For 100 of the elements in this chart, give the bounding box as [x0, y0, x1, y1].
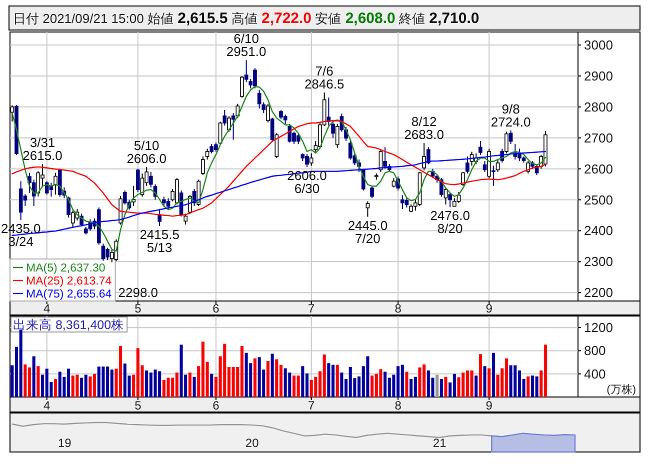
candlestick — [422, 142, 426, 171]
bar — [296, 376, 300, 397]
candlestick — [492, 165, 496, 186]
annotation: 5/10 2606.0 — [126, 138, 166, 166]
x-tick-label: 9 — [486, 302, 493, 316]
bar — [102, 366, 105, 397]
bar — [244, 352, 248, 397]
x-tick-label: 7 — [308, 302, 315, 316]
y-tick-label: 2300 — [584, 254, 613, 270]
candlestick — [149, 171, 153, 188]
x-tick-label: 4 — [44, 398, 51, 412]
x-tick-label: 21 — [432, 436, 447, 450]
bar — [410, 379, 413, 397]
bar — [400, 364, 404, 397]
candlestick — [210, 144, 214, 154]
bar — [310, 380, 313, 397]
bar — [292, 376, 296, 397]
candlestick — [288, 123, 292, 144]
bar — [340, 372, 344, 397]
bar — [253, 358, 256, 397]
bar — [36, 366, 40, 397]
x-tick-label: 20 — [245, 436, 260, 450]
annotation: 6/10 2951.0 — [226, 31, 266, 60]
bar — [54, 379, 58, 397]
candlestick — [461, 171, 466, 186]
bar — [166, 378, 170, 397]
bar — [322, 354, 326, 397]
bar — [180, 344, 183, 397]
candlestick — [270, 117, 274, 142]
bar — [97, 366, 100, 397]
bar — [275, 359, 278, 397]
candlestick — [54, 172, 58, 196]
bar — [32, 356, 36, 397]
bar — [509, 365, 512, 397]
x-tick-label: 6 — [212, 398, 220, 412]
candlestick — [162, 196, 166, 206]
candlestick — [70, 210, 75, 228]
candlestick — [404, 196, 409, 208]
chart-title: 日付 2021/09/21 15:00 始値 2,615.5 高値 2,722.0 安値 2,608.0 終値 2,710.0 — [13, 10, 480, 27]
candlestick — [305, 153, 309, 168]
bar — [492, 352, 495, 397]
bar — [19, 330, 22, 397]
annotation: 2298.0 — [118, 285, 158, 300]
annotation: 8/12 2683.0 — [404, 114, 444, 142]
candlestick — [482, 160, 487, 172]
bar — [301, 366, 304, 397]
candlestick — [335, 123, 340, 148]
candlestick — [283, 114, 288, 124]
annotation: 2606.0 6/30 — [287, 168, 327, 196]
candlestick — [296, 134, 300, 145]
x-tick-label: 19 — [58, 436, 72, 450]
candlestick — [266, 103, 270, 123]
candlestick — [101, 243, 106, 262]
bar — [175, 372, 178, 397]
bar — [384, 372, 387, 397]
candlestick — [478, 140, 482, 156]
bar — [188, 372, 192, 397]
bar — [444, 376, 448, 397]
bar — [270, 354, 274, 397]
bar — [370, 376, 374, 397]
x-tick-label: 6 — [212, 302, 220, 316]
candlestick — [504, 131, 508, 154]
bar — [418, 367, 422, 397]
bar — [110, 370, 114, 397]
candlestick — [426, 146, 430, 165]
y-tick-label: 3000 — [584, 38, 613, 52]
bar — [336, 364, 339, 397]
bar — [240, 346, 244, 397]
bar — [88, 376, 92, 397]
chart-title: 出来高 8,361,400株 — [13, 317, 124, 332]
x-tick-label: 4 — [44, 302, 51, 316]
candlestick — [392, 178, 396, 188]
bar — [379, 369, 382, 397]
candlestick — [244, 60, 248, 83]
annotation: 9/8 2724.0 — [490, 101, 531, 130]
annotation: 7/6 2846.5 — [304, 64, 344, 92]
y-tick-label: 2800 — [584, 99, 613, 114]
candlestick — [44, 180, 49, 196]
bar — [514, 365, 517, 397]
bar — [366, 356, 370, 397]
y-tick-label: 2600 — [584, 161, 613, 176]
legend-label: MA(75) 2,655.64 — [26, 288, 112, 300]
candlestick — [331, 122, 335, 138]
bar — [192, 376, 196, 397]
bar — [58, 372, 62, 397]
candlestick — [32, 179, 36, 206]
annotation: 2415.5 5/13 — [140, 226, 180, 255]
candlestick — [166, 198, 170, 210]
bar — [348, 366, 352, 397]
bar — [544, 344, 547, 397]
bar — [327, 363, 330, 397]
legend-label: MA(25) 2,613.74 — [26, 276, 112, 288]
y-tick-label: 400 — [584, 366, 606, 382]
x-tick-label: 8 — [394, 302, 402, 316]
bar — [483, 366, 486, 397]
bar — [414, 376, 417, 397]
bar — [232, 366, 235, 397]
candlestick — [448, 192, 452, 208]
candlestick — [231, 112, 236, 140]
x-tick-label: 5 — [134, 302, 142, 316]
